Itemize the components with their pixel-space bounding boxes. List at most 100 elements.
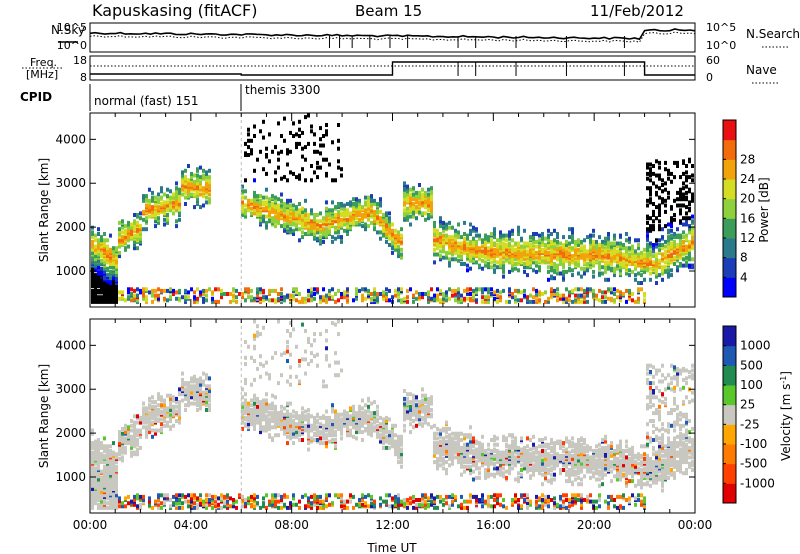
heatmap-cell: [94, 469, 97, 474]
heatmap-cell: [316, 505, 319, 510]
heatmap-cell: [328, 292, 331, 296]
heatmap-cell: [316, 352, 319, 357]
heatmap-cell: [583, 247, 586, 252]
heatmap-cell: [313, 132, 316, 137]
heatmap-cell: [538, 238, 541, 243]
heatmap-cell: [157, 205, 160, 210]
heatmap-cell: [421, 192, 424, 197]
heatmap-cell: [526, 249, 529, 254]
heatmap-cell: [112, 279, 115, 284]
heatmap-cell: [463, 239, 466, 244]
heatmap-cell: [406, 206, 409, 211]
heatmap-cell: [661, 243, 664, 247]
heatmap-cell: [313, 338, 316, 343]
heatmap-cell: [304, 409, 307, 414]
heatmap-cell: [175, 224, 178, 229]
heatmap-cell: [667, 171, 670, 176]
heatmap-cell: [340, 504, 343, 509]
heatmap-cell: [364, 287, 367, 292]
heatmap-cell: [421, 211, 424, 216]
heatmap-cell: [658, 238, 661, 243]
heatmap-cell: [307, 216, 310, 221]
heatmap-cell: [370, 296, 373, 301]
heatmap-cell: [634, 263, 637, 268]
heatmap-cell: [301, 296, 304, 301]
heatmap-cell: [145, 194, 148, 199]
frequency-lines: [90, 61, 695, 76]
heatmap-cell: [541, 247, 544, 252]
heatmap-cell: [115, 479, 118, 484]
heatmap-cell: [625, 260, 628, 265]
heatmap-cell: [637, 252, 640, 257]
heatmap-cell: [682, 181, 685, 186]
heatmap-cell: [649, 186, 652, 191]
heatmap-cell: [367, 198, 370, 203]
heatmap-cell: [337, 319, 340, 324]
heatmap-cell: [190, 287, 193, 292]
heatmap-cell: [661, 235, 664, 240]
heatmap-cell: [268, 288, 271, 293]
heatmap-cell: [643, 298, 646, 303]
heatmap-cell: [262, 135, 265, 140]
heatmap-cell: [247, 287, 250, 292]
heatmap-cell: [370, 292, 373, 296]
heatmap-cell: [436, 287, 439, 292]
heatmap-cell: [274, 499, 277, 504]
heatmap-cell: [652, 254, 655, 259]
heatmap-cell: [298, 238, 301, 243]
heatmap-cell: [583, 299, 586, 304]
heatmap-cell: [169, 400, 172, 405]
heatmap-cell: [250, 494, 253, 499]
heatmap-cell: [403, 186, 406, 191]
heatmap-cell: [679, 241, 682, 246]
heatmap-cell: [277, 121, 280, 126]
heatmap-cell: [91, 269, 94, 274]
heatmap-cell: [340, 422, 343, 427]
heatmap-cell: [178, 198, 181, 203]
heatmap-cell: [361, 287, 364, 292]
heatmap-cell: [130, 499, 133, 504]
heatmap-cell: [286, 203, 289, 208]
heatmap-cell: [262, 404, 265, 409]
heatmap-cell: [199, 376, 202, 381]
heatmap-cell: [586, 252, 589, 257]
heatmap-cell: [289, 149, 292, 154]
heatmap-cell: [433, 296, 436, 301]
heatmap-cell: [316, 222, 319, 227]
heatmap-cell: [493, 254, 496, 259]
heatmap-cell: [265, 420, 268, 425]
heatmap-cell: [223, 504, 226, 509]
heatmap-cell: [184, 499, 187, 504]
heatmap-cell: [163, 423, 166, 428]
heatmap-cell: [271, 493, 274, 498]
heatmap-cell: [313, 415, 316, 420]
heatmap-cell: [241, 417, 244, 422]
heatmap-cell: [409, 192, 412, 197]
heatmap-cell: [538, 290, 541, 295]
heatmap-cell: [181, 170, 184, 175]
heatmap-cell: [391, 222, 394, 227]
heatmap-cell: [685, 236, 688, 241]
heatmap-cell: [100, 444, 103, 449]
heatmap-cell: [652, 249, 655, 254]
heatmap-cell: [166, 493, 169, 498]
heatmap-cell: [178, 415, 181, 420]
heatmap-cell: [274, 178, 277, 183]
heatmap-cell: [328, 430, 331, 435]
heatmap-cell: [235, 299, 238, 304]
heatmap-cell: [241, 203, 244, 208]
heatmap-cell: [199, 387, 202, 392]
heatmap-cell: [103, 499, 106, 504]
heatmap-cell: [112, 460, 115, 465]
heatmap-cell: [184, 403, 187, 408]
heatmap-cell: [328, 296, 331, 301]
heatmap-cell: [406, 288, 409, 293]
heatmap-cell: [658, 206, 661, 211]
heatmap-cell: [241, 420, 244, 425]
heatmap-cell: [244, 422, 247, 427]
heatmap-cell: [172, 292, 175, 296]
heatmap-cell: [304, 329, 307, 333]
heatmap-cell: [268, 206, 271, 211]
heatmap-cell: [340, 425, 343, 430]
heatmap-cell: [550, 232, 553, 236]
